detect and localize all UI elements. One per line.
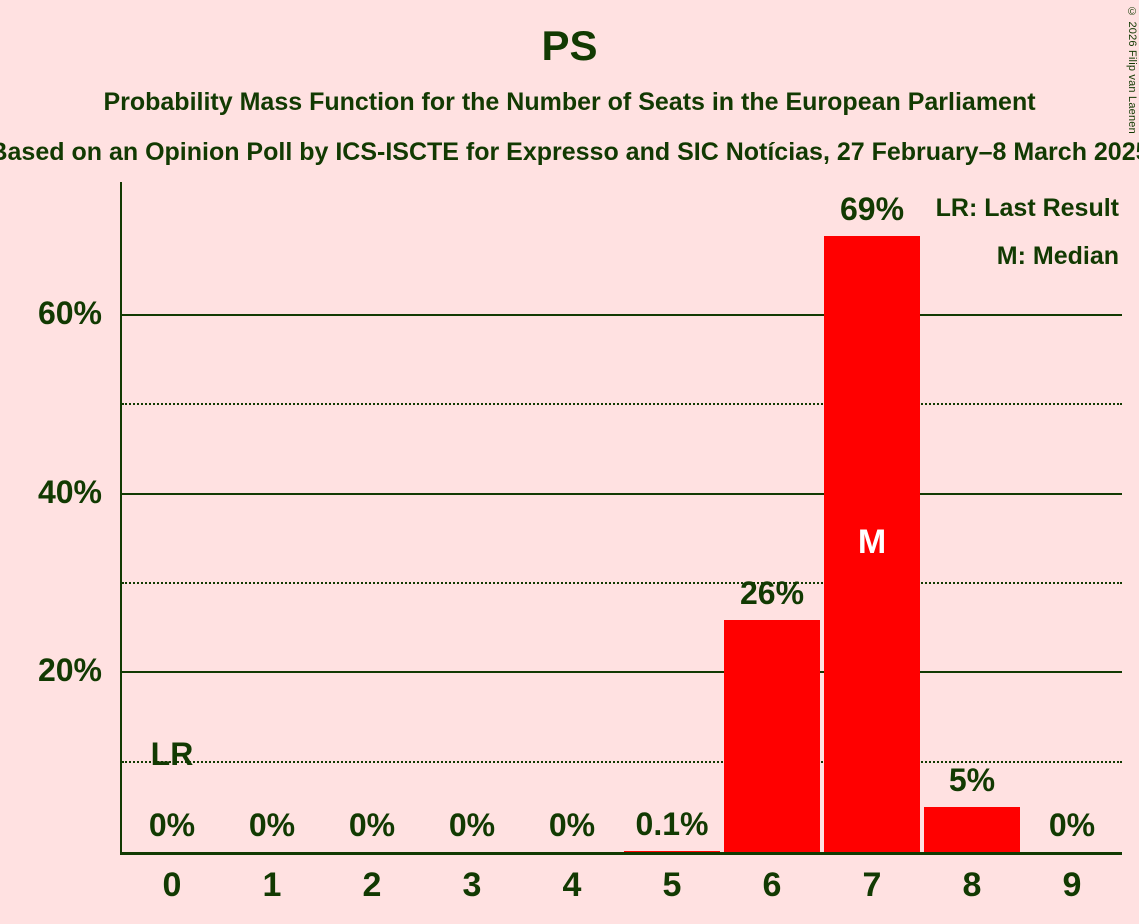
- gridline-dotted-10: [122, 760, 1122, 763]
- chart-subtitle: Probability Mass Function for the Number…: [103, 88, 1036, 116]
- legend-median: M: Median: [996, 242, 1119, 270]
- bar-value-label-3: 0%: [448, 807, 496, 843]
- legend-last-result: LR: Last Result: [935, 194, 1119, 222]
- bar-value-label-4: 0%: [548, 807, 596, 843]
- x-axis-label-9: 9: [1062, 866, 1082, 904]
- chart-legend: LR: Last Result M: Median: [936, 184, 1119, 280]
- gridline-dotted-50: [122, 403, 1122, 406]
- bar-value-label-1: 0%: [248, 807, 296, 843]
- bar-value-label-6: 26%: [739, 574, 805, 611]
- median-marker: M: [857, 522, 887, 561]
- x-axis-label-1: 1: [262, 866, 282, 904]
- bar-value-label-2: 0%: [348, 807, 396, 843]
- gridline-dotted-30: [122, 582, 1122, 584]
- x-axis-label-8: 8: [962, 866, 982, 904]
- x-axis-label-0: 0: [162, 866, 182, 904]
- bar-value-label-0: 0%: [148, 807, 196, 843]
- x-axis-label-6: 6: [762, 866, 782, 904]
- bar-seats-6: [724, 619, 820, 852]
- chart-source-line: Based on an Opinion Poll by ICS-ISCTE fo…: [0, 138, 1139, 166]
- bar-seats-5: [624, 851, 720, 852]
- x-axis-label-4: 4: [562, 866, 582, 904]
- bar-value-label-8: 5%: [948, 762, 996, 799]
- copyright-notice: © 2026 Filip van Laenen: [1126, 6, 1138, 134]
- bar-seats-7: [824, 235, 920, 852]
- gridline-solid-20: [122, 671, 1122, 674]
- x-axis-label-2: 2: [362, 866, 382, 904]
- bar-value-label-5: 0.1%: [635, 806, 709, 843]
- plot-area: 0% 0 LR 0% 1 0% 2 0% 3 0% 4 0.1% 5 26% 6 69% 7 M 5% 8 0% 9: [120, 182, 1122, 904]
- x-axis-label-5: 5: [662, 866, 682, 904]
- y-axis-label-20: 20%: [37, 652, 102, 689]
- bar-value-label-9: 0%: [1048, 807, 1096, 843]
- gridline-solid-60: [122, 314, 1122, 316]
- x-axis-label-3: 3: [462, 866, 482, 904]
- chart-title: PS: [541, 22, 598, 69]
- bar-seats-8: [924, 807, 1020, 852]
- y-axis-label-40: 40%: [37, 473, 102, 510]
- bar-value-label-7: 69%: [839, 190, 905, 227]
- last-result-marker: LR: [150, 735, 194, 772]
- x-axis-label-7: 7: [862, 866, 882, 904]
- gridline-solid-40: [122, 492, 1122, 495]
- y-axis-label-60: 60%: [37, 295, 102, 331]
